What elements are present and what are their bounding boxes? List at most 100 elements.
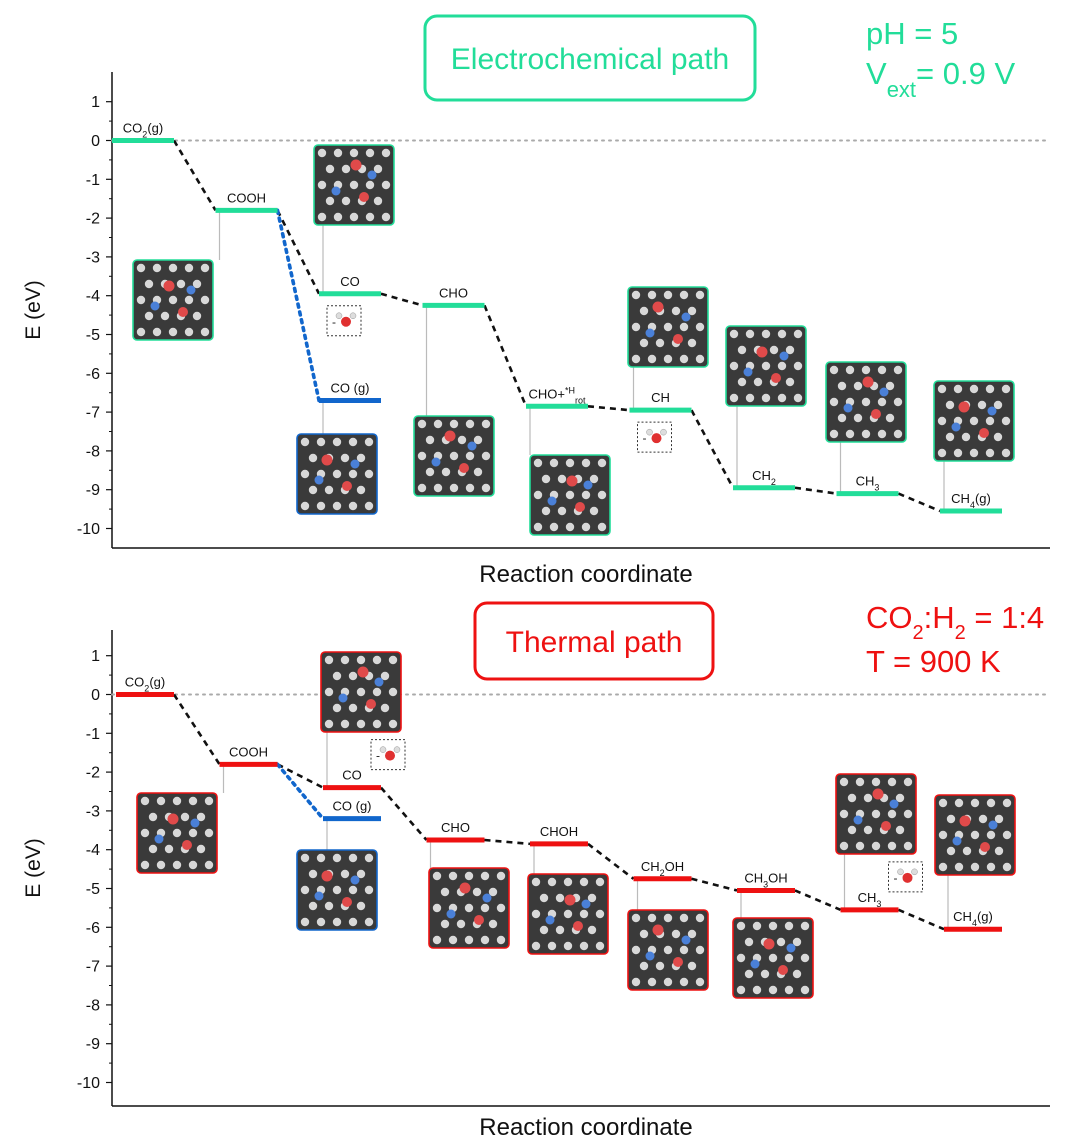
carbon-atom [1001,384,1011,394]
carbon-atom [136,263,146,273]
carbon-atom [587,925,597,935]
water-removed-icon: - [888,861,923,893]
carbon-atom [496,871,506,881]
y-tick-label: 1 [91,648,100,665]
oxygen-atom [902,872,913,883]
oxygen-atom [167,813,179,825]
carbon-atom [829,397,839,407]
level-label-tail: (g) [975,491,991,506]
nitrogen-atom [190,818,200,828]
oxygen-atom [778,965,788,975]
carbon-atom [449,419,459,429]
carbon-atom [168,327,178,337]
carbon-atom [937,416,947,426]
level-label: CO2(g) [125,675,165,694]
carbon-atom [581,490,591,500]
carbon-atom [729,393,739,403]
y-tick-label: -7 [86,405,100,422]
carbon-atom [970,830,980,840]
carbon-atom [156,796,166,806]
nitrogen-atom [853,815,863,825]
oxygen-atom [652,301,664,313]
carbon-atom [196,812,206,822]
carbon-atom [970,798,980,808]
nitrogen-atom [547,496,557,506]
carbon-atom [1002,830,1012,840]
condition-temperature: T = 900 K [866,644,1001,679]
carbon-atom [388,687,398,697]
carbon-atom [777,393,787,403]
carbon-atom [893,397,903,407]
carbon-atom [160,311,170,321]
carbon-atom [736,921,746,931]
y-tick-label: -5 [86,327,100,344]
carbon-atom [793,361,803,371]
structure-snapshot [313,144,395,226]
carbon-atom [192,311,202,321]
carbon-atom [655,338,665,348]
nitrogen-atom [988,820,998,830]
carbon-atom [986,830,996,840]
carbon-atom [993,400,1003,410]
level-label: CO (g) [333,799,372,814]
oxygen-atom [474,915,484,925]
level-label: COOH [229,744,268,759]
carbon-atom [985,448,995,458]
nitrogen-atom [374,677,384,687]
carbon-atom [639,306,649,316]
carbon-atom [188,828,198,838]
carbon-atom [663,945,673,955]
carbon-atom [332,885,342,895]
carbon-atom [349,212,359,222]
carbon-atom [994,814,1004,824]
connector-line [587,842,635,880]
carbon-atom [549,458,559,468]
level-label-sub: 2 [144,684,149,694]
carbon-atom [464,935,474,945]
oxygen-atom [444,430,456,442]
level-label-main: CO [342,768,362,783]
carbon-atom [639,338,649,348]
carbon-atom [356,655,366,665]
carbon-atom [737,377,747,387]
condition-voltage-value: = 0.9 V [916,56,1015,91]
carbon-atom [372,687,382,697]
carbon-atom [432,935,442,945]
level-label-main: CH [744,870,763,885]
carbon-atom [639,929,649,939]
connector-line [172,693,221,766]
nitrogen-atom [314,891,324,901]
carbon-atom [671,929,681,939]
connector-line [587,404,630,412]
level-label-main: CO [125,675,145,690]
carbon-atom [768,921,778,931]
carbon-atom [736,953,746,963]
carbon-atom [792,937,802,947]
carbon-atom [1001,448,1011,458]
carbon-atom [954,862,964,872]
carbon-atom [549,522,559,532]
carbon-atom [136,295,146,305]
carbon-atom [893,429,903,439]
level-label-main: CH [953,909,972,924]
carbon-atom [308,869,318,879]
carbon-atom [340,655,350,665]
carbon-atom [156,860,166,870]
hydrogen-atom [646,428,653,436]
carbon-atom [539,893,549,903]
condition-ph: pH = 5 [866,16,958,51]
carbon-atom [871,841,881,851]
carbon-atom [861,365,871,375]
carbon-atom [533,490,543,500]
carbon-atom [671,306,681,316]
carbon-atom [729,361,739,371]
carbon-atom [565,522,575,532]
level-label-main: CH [858,890,877,905]
carbon-atom [531,941,541,951]
ratio-co: CO [866,600,913,635]
carbon-atom [597,490,607,500]
connector-line [691,877,738,892]
oxygen-atom [350,159,362,171]
connector-line [172,139,217,212]
carbon-atom [140,796,150,806]
